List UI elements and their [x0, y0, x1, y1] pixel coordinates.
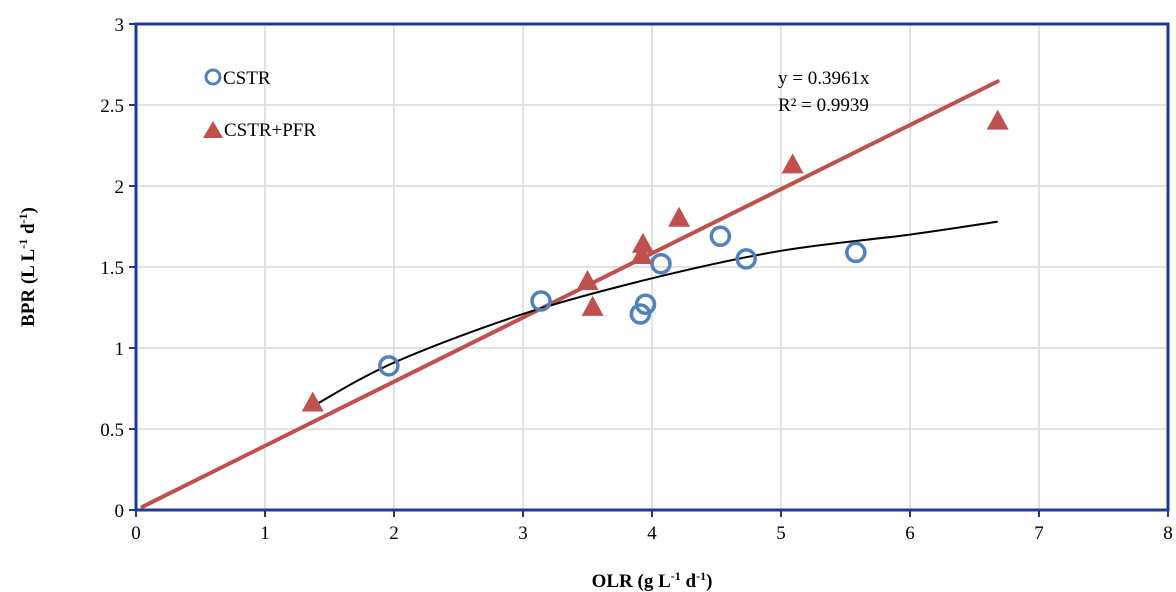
cstr-point — [530, 290, 552, 312]
y-axis-title: BPR (L L-1 d-1) — [16, 207, 39, 327]
trendline-annotation: y = 0.3961x R² = 0.9939 — [778, 68, 870, 116]
trendlines — [140, 79, 1000, 509]
grid-lines — [136, 24, 1168, 510]
linear-trendline — [140, 79, 1000, 509]
log-trendline — [312, 220, 998, 408]
cstr-point — [650, 253, 672, 275]
legend-label-cstr-pfr: CSTR+PFR — [224, 120, 316, 141]
axis-ticks: 0 1 2 3 4 5 6 7 8 0 0.5 1 1.5 2 2.5 3 — [100, 15, 1173, 544]
y-tick-label: 0.5 — [100, 420, 124, 441]
legend-item-cstr-pfr: CSTR+PFR — [203, 120, 316, 141]
x-tick-label: 0 — [131, 523, 141, 544]
x-tick-label: 5 — [776, 523, 786, 544]
x-tick-label: 1 — [260, 523, 270, 544]
cstr-point — [634, 293, 657, 316]
x-tick-label: 3 — [518, 523, 528, 544]
x-tick-label: 4 — [647, 523, 657, 544]
legend-marker-cstr — [204, 68, 222, 86]
x-axis-title: OLR (g L-1 d-1) — [592, 569, 713, 592]
equation-label: y = 0.3961x — [778, 68, 870, 89]
x-tick-label: 6 — [905, 523, 915, 544]
svg-text:OLR (g L-1 d-1): OLR (g L-1 d-1) — [592, 569, 713, 592]
x-tick-label: 7 — [1034, 523, 1044, 544]
cstr-pfr-point — [986, 109, 1009, 130]
legend: CSTR CSTR+PFR — [203, 68, 316, 141]
cstr-pfr-point — [631, 232, 654, 253]
cstr-point — [845, 241, 867, 264]
cstr-point — [735, 248, 757, 270]
y-tick-label: 1 — [115, 339, 125, 360]
cstr-pfr-point — [581, 295, 604, 316]
data-markers — [301, 109, 1009, 412]
cstr-pfr-point — [301, 391, 324, 412]
x-tick-label: 2 — [389, 523, 399, 544]
cstr-pfr-point — [781, 153, 804, 174]
cstr-pfr-point — [630, 244, 653, 265]
x-tick-label: 8 — [1163, 523, 1173, 544]
y-tick-label: 2.5 — [100, 96, 124, 117]
cstr-point — [378, 355, 400, 377]
y-tick-label: 1.5 — [100, 258, 124, 279]
y-tick-label: 2 — [115, 177, 125, 198]
legend-marker-cstr-pfr — [203, 121, 223, 138]
cstr-pfr-point — [668, 206, 691, 227]
legend-label-cstr: CSTR — [223, 68, 271, 89]
cstr-point — [709, 225, 732, 247]
y-tick-label: 3 — [115, 15, 125, 36]
legend-item-cstr: CSTR — [204, 68, 271, 89]
r-squared-label: R² = 0.9939 — [778, 95, 869, 116]
svg-text:BPR (L L-1 d-1): BPR (L L-1 d-1) — [16, 207, 39, 327]
y-tick-label: 0 — [115, 501, 125, 522]
cstr-pfr-point — [576, 269, 599, 290]
